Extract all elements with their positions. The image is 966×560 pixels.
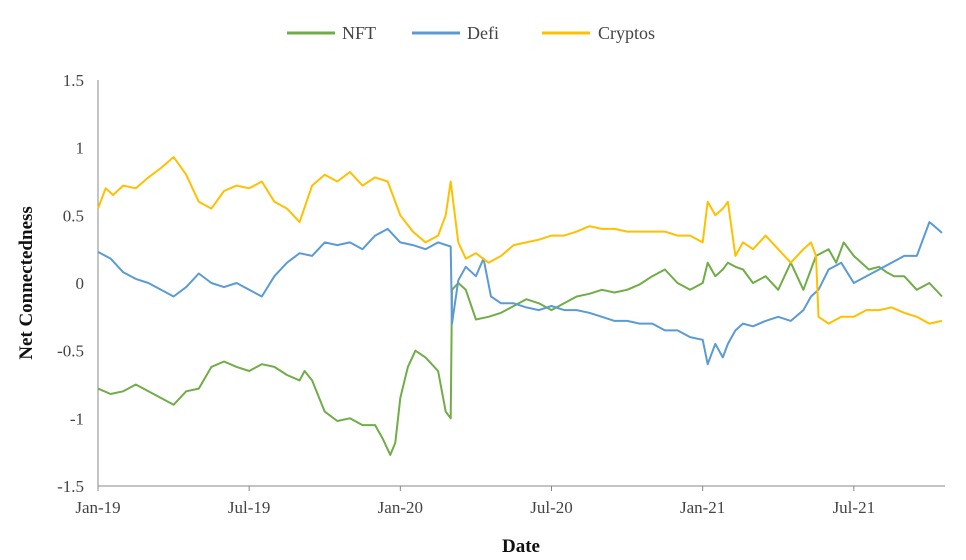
y-tick-label: -1.5 [57, 477, 84, 496]
y-tick-label: -1 [70, 409, 84, 428]
legend-item-cryptos: Cryptos [542, 23, 655, 43]
x-tick-label: Jan-19 [75, 498, 120, 517]
legend: NFT Defi Cryptos [287, 23, 655, 43]
legend-item-defi: Defi [412, 23, 499, 43]
x-ticks [97, 486, 855, 491]
x-tick-label: Jul-20 [530, 498, 573, 517]
x-tick-labels: Jan-19 Jul-19 Jan-20 Jul-20 Jan-21 Jul-2… [75, 498, 875, 517]
legend-label-defi: Defi [467, 23, 499, 43]
y-axis-title: Net Connectedness [16, 206, 37, 360]
x-axis-title: Date [502, 536, 540, 557]
series-line-defi [97, 221, 943, 366]
legend-label-cryptos: Cryptos [598, 23, 655, 43]
series-line-cryptos [97, 156, 943, 325]
x-tick-label: Jan-20 [378, 498, 423, 517]
series-lines [97, 156, 943, 456]
x-tick-label: Jul-21 [833, 498, 876, 517]
series-line-nft [97, 241, 943, 456]
y-tick-label: 0 [76, 274, 85, 293]
y-tick-label: 1.5 [63, 71, 84, 90]
y-tick-labels: 1.5 1 0.5 0 -0.5 -1 -1.5 [57, 71, 84, 496]
y-tick-label: 1 [76, 139, 85, 158]
x-tick-label: Jul-19 [228, 498, 271, 517]
y-tick-label: -0.5 [57, 342, 84, 361]
x-tick-label: Jan-21 [680, 498, 725, 517]
y-tick-label: 0.5 [63, 206, 84, 225]
legend-item-nft: NFT [287, 23, 376, 43]
legend-label-nft: NFT [342, 23, 376, 43]
